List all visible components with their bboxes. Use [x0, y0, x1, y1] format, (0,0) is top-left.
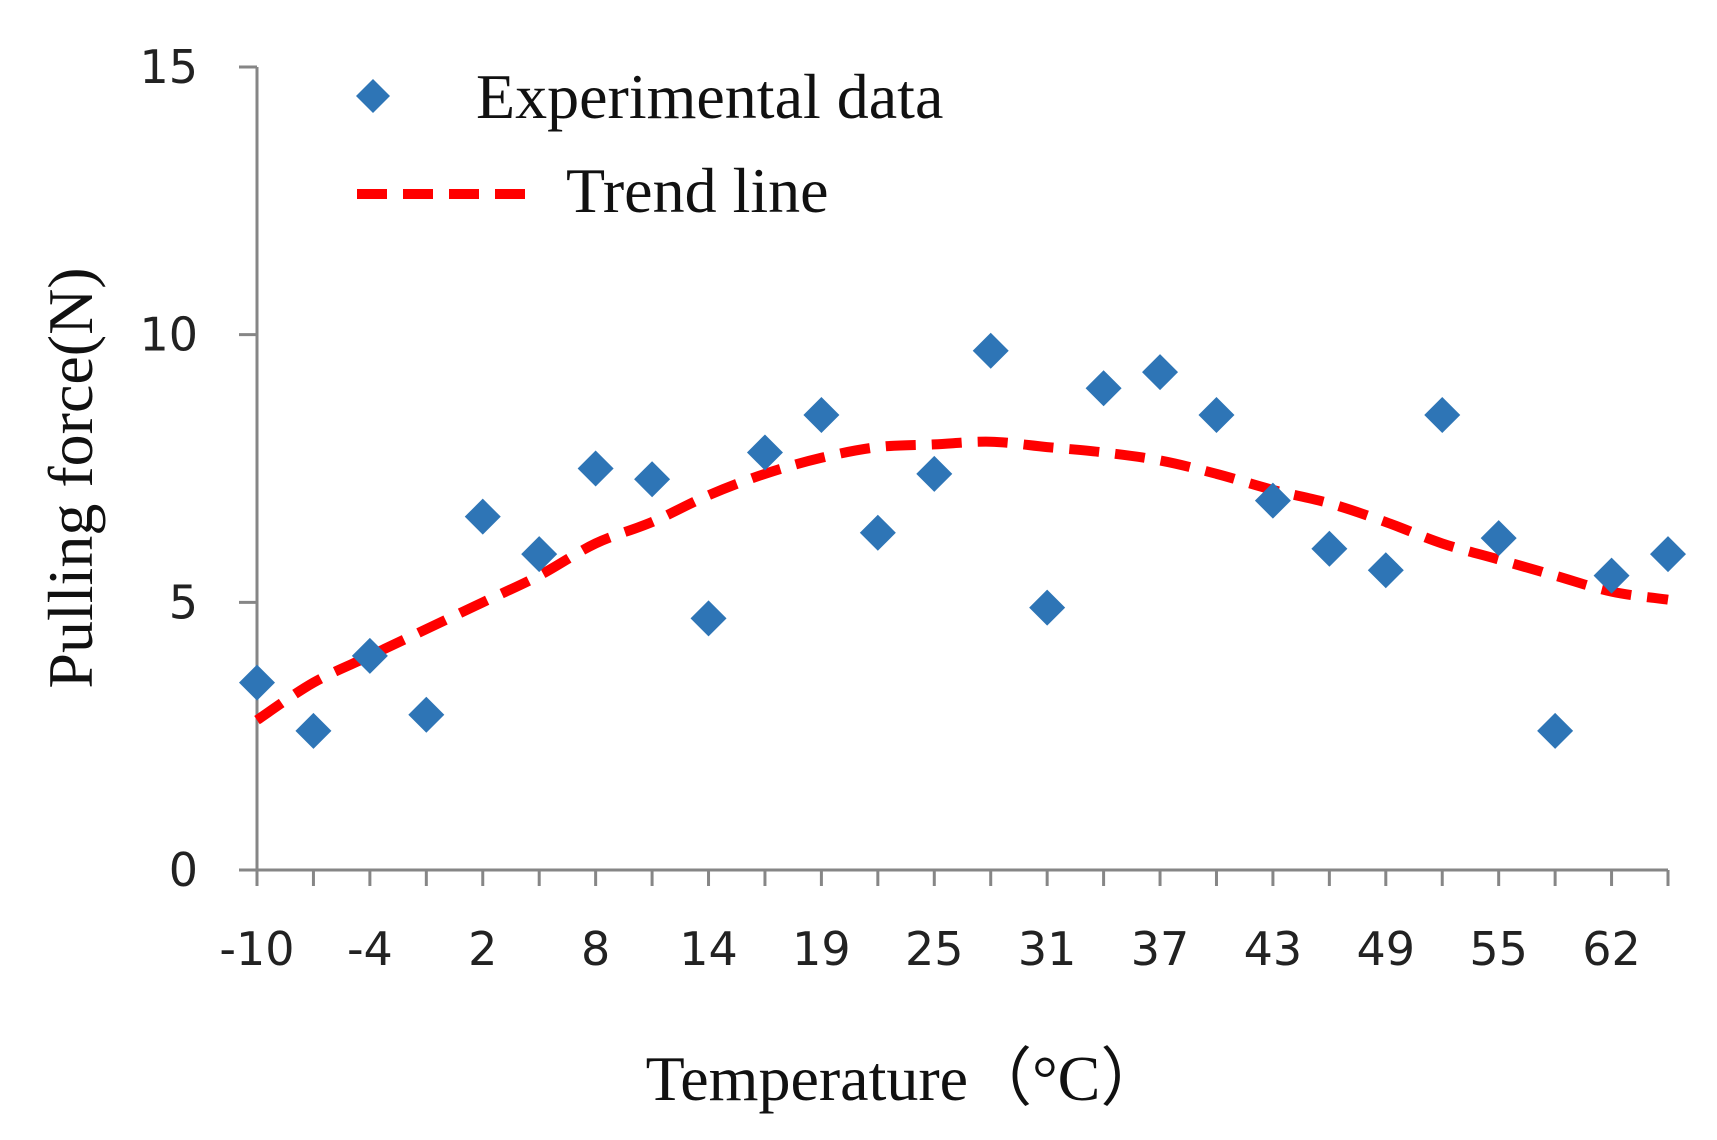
data-point: [972, 332, 1009, 369]
x-tick-label: 43: [1244, 922, 1303, 976]
data-point: [239, 664, 275, 701]
data-point: [916, 455, 953, 492]
data-point: [1085, 370, 1122, 407]
legend-marker-experimental: [356, 79, 390, 113]
axes: [239, 65, 1670, 886]
x-tick-label: 31: [1018, 922, 1077, 976]
data-point: [464, 498, 501, 535]
x-tick-label: -10: [219, 922, 294, 976]
data-point: [1029, 589, 1066, 626]
legend: Experimental data Trend line: [356, 61, 943, 226]
data-point: [1198, 396, 1235, 433]
data-point: [1254, 482, 1291, 519]
y-tick-label: 5: [169, 575, 198, 629]
data-point: [1311, 530, 1348, 567]
data-point: [1593, 557, 1630, 594]
y-tick-labels: 0 5 10 15: [139, 40, 198, 897]
x-tick-label: -4: [347, 922, 393, 976]
points-layer: [239, 332, 1686, 749]
trend-layer: [254, 436, 1669, 725]
x-tick-label: 2: [468, 922, 497, 976]
data-point: [1537, 712, 1574, 749]
x-tick-label: 25: [905, 922, 964, 976]
data-point: [295, 712, 332, 749]
y-tick-label: 0: [169, 843, 198, 897]
data-point: [521, 536, 558, 573]
data-point: [1424, 396, 1461, 433]
x-axis-title: Temperature（°C）: [646, 1043, 1165, 1114]
data-point: [1367, 552, 1404, 589]
x-tick-label: 49: [1357, 922, 1416, 976]
data-point: [859, 514, 896, 551]
data-point: [690, 600, 727, 637]
x-tick-label: 14: [679, 922, 738, 976]
data-point: [803, 396, 840, 433]
y-tick-label: 10: [139, 308, 198, 362]
legend-label-trend: Trend line: [566, 155, 829, 226]
trend-line: [254, 436, 1669, 725]
data-point: [1480, 520, 1517, 557]
data-point: [1142, 354, 1179, 391]
y-axis-title: Pulling force(N): [35, 267, 106, 688]
data-point: [746, 434, 783, 471]
data-point: [351, 637, 388, 674]
data-point: [634, 461, 671, 498]
x-tick-labels: -10 -4 2 8 14 19 25 31 37 43 49 55 62: [219, 922, 1640, 976]
x-tick-label: 55: [1469, 922, 1528, 976]
x-tick-label: 62: [1582, 922, 1641, 976]
legend-label-experimental: Experimental data: [476, 61, 943, 132]
data-point: [408, 696, 445, 733]
x-tick-label: 19: [792, 922, 851, 976]
data-point: [1650, 536, 1686, 573]
data-point: [577, 450, 614, 487]
y-tick-label: 15: [139, 40, 198, 94]
x-tick-label: 37: [1131, 922, 1190, 976]
x-tick-label: 8: [581, 922, 610, 976]
